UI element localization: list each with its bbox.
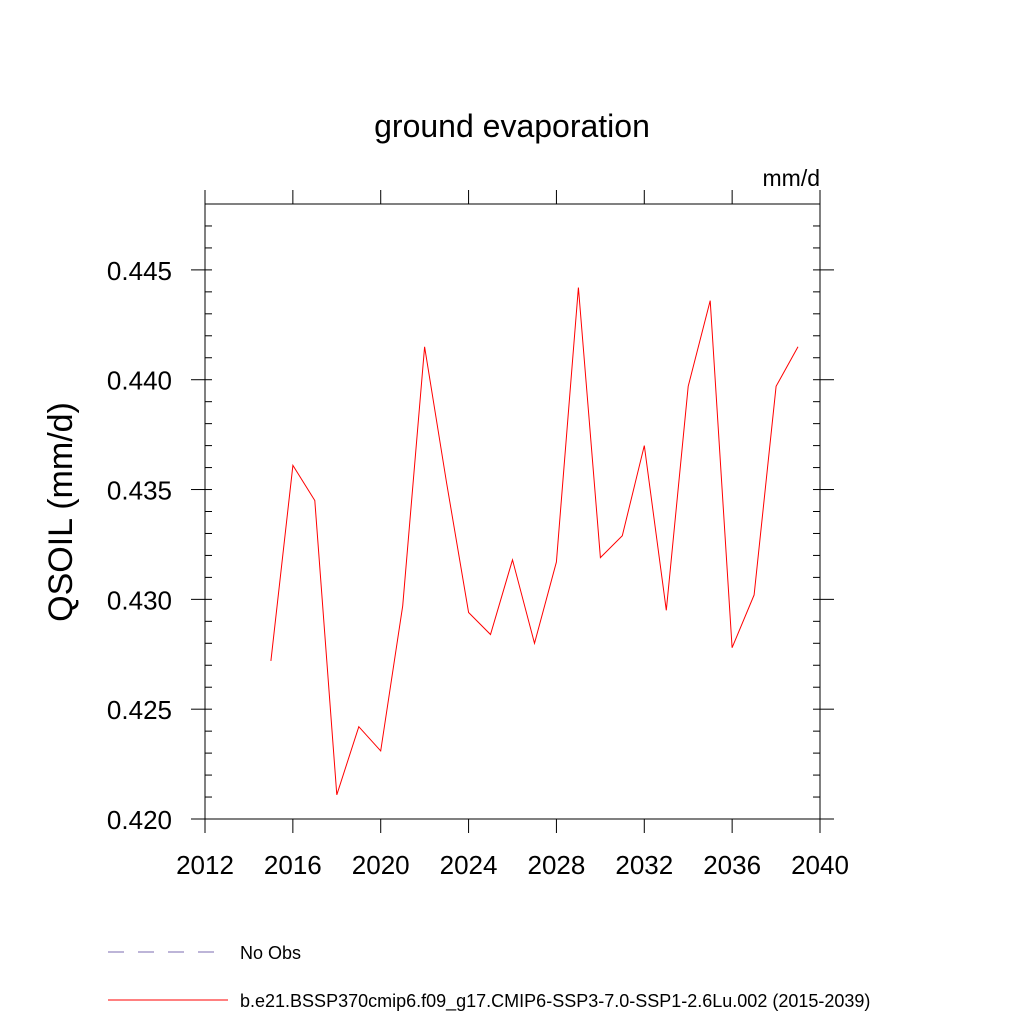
x-tick-label: 2024: [440, 850, 498, 880]
units-label: mm/d: [763, 165, 821, 191]
x-tick-label: 2020: [352, 850, 410, 880]
axes: 2012 2016 2020 2024 2028 2032 2036 2040 0.420 0.4…: [107, 190, 849, 880]
x-tick-label: 2028: [528, 850, 586, 880]
y-tick-label: 0.440: [107, 366, 172, 396]
plot-frame: [204, 203, 821, 820]
legend: No Obs b.e21.BSSP370cmip6.f09_g17.CMIP6-S…: [108, 943, 870, 1012]
x-tick-label: 2040: [791, 850, 849, 880]
y-tick-label: 0.430: [107, 585, 172, 615]
plot-area: [270, 287, 799, 795]
series-line: [270, 287, 799, 795]
x-tick-label: 2016: [264, 850, 322, 880]
chart-title: ground evaporation: [374, 108, 650, 144]
y-axis-label: QSOIL (mm/d): [42, 402, 80, 622]
y-tick-label: 0.435: [107, 476, 172, 506]
legend-label: b.e21.BSSP370cmip6.f09_g17.CMIP6-SSP3-7.…: [240, 991, 870, 1012]
x-tick-label: 2012: [176, 850, 234, 880]
y-tick-label: 0.445: [107, 256, 172, 286]
x-tick-label: 2036: [703, 850, 761, 880]
legend-label: No Obs: [240, 943, 301, 963]
x-tick-label: 2032: [615, 850, 673, 880]
y-tick-label: 0.425: [107, 695, 172, 725]
y-tick-label: 0.420: [107, 805, 172, 835]
